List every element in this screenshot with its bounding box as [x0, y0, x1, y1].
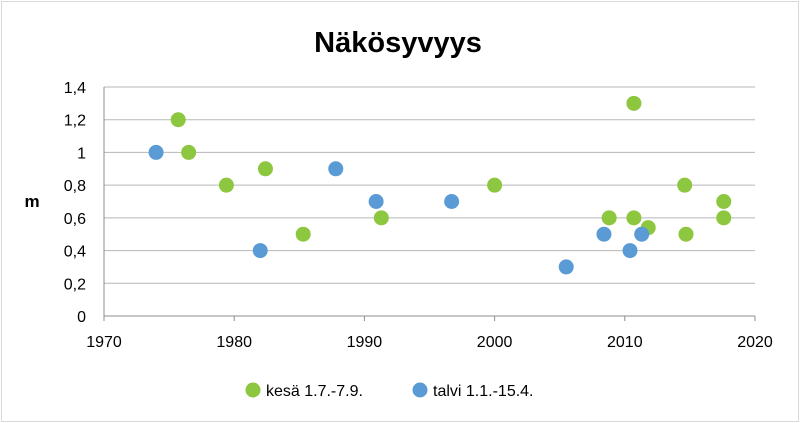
y-axis-label: m	[24, 192, 39, 211]
summer-data-point	[626, 95, 642, 111]
summer-data-point	[601, 210, 617, 226]
winter-data-point	[368, 194, 384, 209]
x-tick-label: 1990	[347, 334, 383, 351]
summer-data-point	[181, 144, 197, 160]
y-tick-label: 0,2	[64, 276, 86, 293]
winter-data-point	[596, 226, 612, 242]
y-tick-label: 0,6	[64, 211, 86, 228]
summer-data-point	[373, 210, 389, 226]
chart-title: Näkösyvyys	[314, 27, 482, 59]
legend-summer-marker	[245, 382, 261, 398]
summer-data-point	[716, 210, 732, 226]
x-tick-labels: 1970 1980 1990 2000 2010 2020	[86, 334, 773, 351]
legend-winter-label: talvi 1.1.-15.4.	[433, 383, 534, 400]
winter-data-point	[148, 144, 164, 160]
summer-data-point	[716, 194, 732, 209]
legend-summer-label: kesä 1.7.-7.9.	[266, 383, 363, 400]
x-tick-label: 2000	[477, 334, 513, 351]
winter-data-point	[634, 226, 650, 242]
winter-data-point	[558, 259, 574, 275]
legend: kesä 1.7.-7.9. talvi 1.1.-15.4.	[245, 382, 534, 400]
winter-data-point	[328, 161, 344, 177]
winter-data-point	[252, 243, 268, 259]
y-tick-label: 0,4	[64, 244, 86, 261]
winter-data-point	[622, 243, 638, 259]
summer-data-point	[257, 161, 273, 177]
legend-winter-marker	[412, 382, 428, 398]
x-tick-label: 2010	[607, 334, 643, 351]
y-tick-label: 1,4	[64, 80, 86, 97]
summer-data-point	[626, 210, 642, 226]
summer-data-point	[295, 226, 311, 242]
data-points	[148, 95, 732, 275]
x-tick-label: 2020	[737, 334, 773, 351]
y-tick-label: 0	[77, 309, 86, 326]
y-tick-label: 1,2	[64, 113, 86, 130]
x-tick-label: 1970	[86, 334, 122, 351]
gridlines	[104, 86, 755, 284]
axes	[103, 87, 756, 321]
y-tick-labels: 0 0,2 0,4 0,6 0,8 1 1,2 1,4	[64, 80, 86, 326]
summer-data-point	[218, 177, 234, 193]
y-tick-label: 0,8	[64, 178, 86, 195]
x-tick-label: 1980	[216, 334, 252, 351]
summer-data-point	[487, 177, 503, 193]
summer-data-point	[678, 226, 694, 242]
y-tick-label: 1	[77, 145, 86, 162]
summer-data-point	[170, 112, 186, 128]
winter-data-point	[444, 194, 460, 209]
summer-data-point	[677, 177, 693, 193]
